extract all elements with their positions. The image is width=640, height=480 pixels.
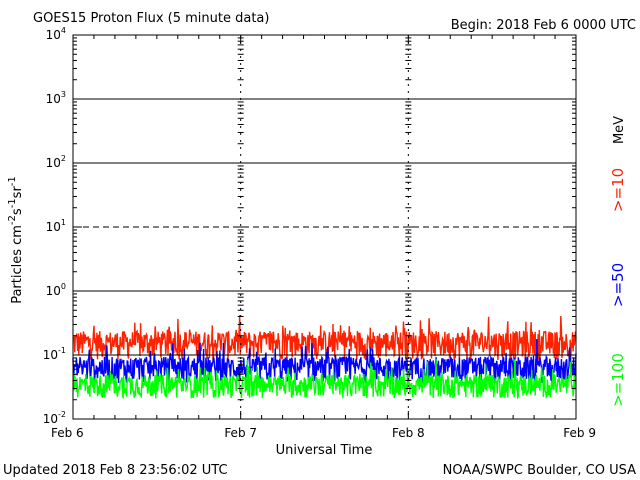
y-axis-label: Particles cm-2s-1sr-1 — [7, 176, 25, 304]
x-tick-label-2: Feb 8 — [392, 426, 425, 440]
grid-layer — [73, 35, 576, 419]
credit-label: NOAA/SWPC Boulder, CO USA — [443, 463, 636, 478]
legend-entry-0: >=10 — [609, 168, 627, 212]
x-tick-label-3: Feb 9 — [563, 426, 596, 440]
y-tick-label: 10-1 — [43, 346, 66, 362]
x-tick-label-1: Feb 7 — [224, 426, 257, 440]
legend-unit: MeV — [612, 116, 627, 144]
y-tick-label: 103 — [46, 90, 66, 106]
legend-entry-2: >=100 — [609, 353, 627, 407]
series-layer — [72, 315, 577, 400]
x-axis-label: Universal Time — [276, 443, 373, 458]
chart-title: GOES15 Proton Flux (5 minute data) — [33, 11, 269, 26]
y-tick-label: 100 — [46, 282, 66, 298]
legend: MeV >=10 >=50 >=100 — [609, 116, 627, 407]
begin-label: Begin: 2018 Feb 6 0000 UTC — [451, 18, 636, 33]
y-tick-label: 101 — [46, 218, 66, 234]
x-tick-label-0: Feb 6 — [51, 426, 84, 440]
y-tick-label: 104 — [46, 26, 66, 42]
updated-label: Updated 2018 Feb 8 23:56:02 UTC — [3, 463, 228, 478]
y-tick-label: 10-2 — [43, 410, 66, 426]
series-line-0 — [72, 315, 577, 361]
y-tick-label: 102 — [46, 154, 66, 170]
legend-entry-1: >=50 — [609, 263, 627, 307]
series-line-2 — [72, 358, 577, 400]
